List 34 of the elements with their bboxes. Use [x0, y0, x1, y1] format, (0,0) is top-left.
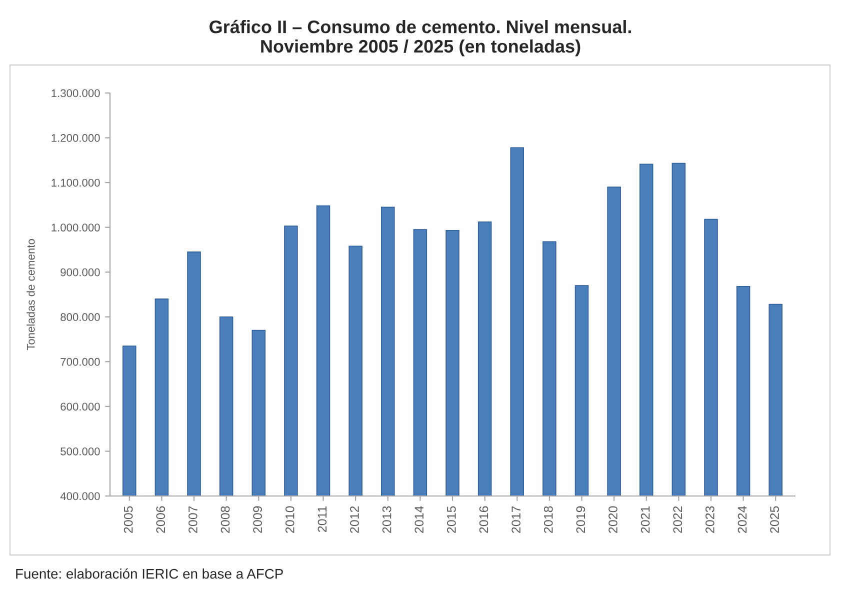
x-tick-label: 2005 [124, 506, 133, 533]
x-tick-label: 2007 [188, 506, 198, 533]
x-tick-label: 2025 [770, 506, 779, 533]
y-tick-label: 1.300.000 [52, 89, 100, 98]
x-tick-label: 2023 [705, 506, 714, 533]
x-tick-label: 2015 [447, 506, 456, 533]
x-tick-label: 2013 [382, 506, 392, 533]
y-tick-label: 400.000 [60, 492, 100, 500]
x-tick-label: 2021 [640, 506, 650, 533]
x-tick-label: 2020 [608, 506, 618, 533]
chart-title: Gráfico II – Consumo de cemento. Nivel mensual. Noviembre 2005 / 2025 (en toneladas) [210, 20, 631, 56]
x-tick-label: 2006 [156, 506, 166, 533]
y-axis-title: Toneladas de cemento [26, 239, 35, 350]
y-tick-label: 500.000 [60, 447, 100, 456]
x-tick-label: 2010 [285, 506, 294, 533]
x-tick-label: 2011 [318, 506, 327, 532]
x-tick-label: 2012 [350, 506, 359, 533]
y-tick-label: 1.000.000 [52, 224, 100, 232]
x-tick-label: 2014 [414, 506, 424, 533]
x-tick-label: 2017 [512, 506, 520, 533]
y-tick-label: 700.000 [60, 358, 100, 366]
x-tick-label: 2022 [673, 506, 682, 533]
y-tick-label: 1.200.000 [52, 134, 100, 142]
x-tick-label: 2018 [544, 506, 553, 533]
y-tick-label: 800.000 [60, 313, 100, 322]
y-tick-label: 900.000 [60, 268, 100, 276]
x-tick-label: 2024 [738, 506, 747, 533]
source-note: Fuente: elaboración IERIC en base a AFCP [16, 568, 283, 579]
x-tick-label: 2016 [479, 506, 488, 533]
y-tick-label: 600.000 [60, 402, 100, 411]
x-tick-label: 2019 [576, 506, 586, 533]
x-tick-label: 2009 [253, 506, 262, 533]
y-tick-label: 1.100.000 [52, 178, 100, 187]
x-tick-label: 2008 [220, 506, 230, 533]
